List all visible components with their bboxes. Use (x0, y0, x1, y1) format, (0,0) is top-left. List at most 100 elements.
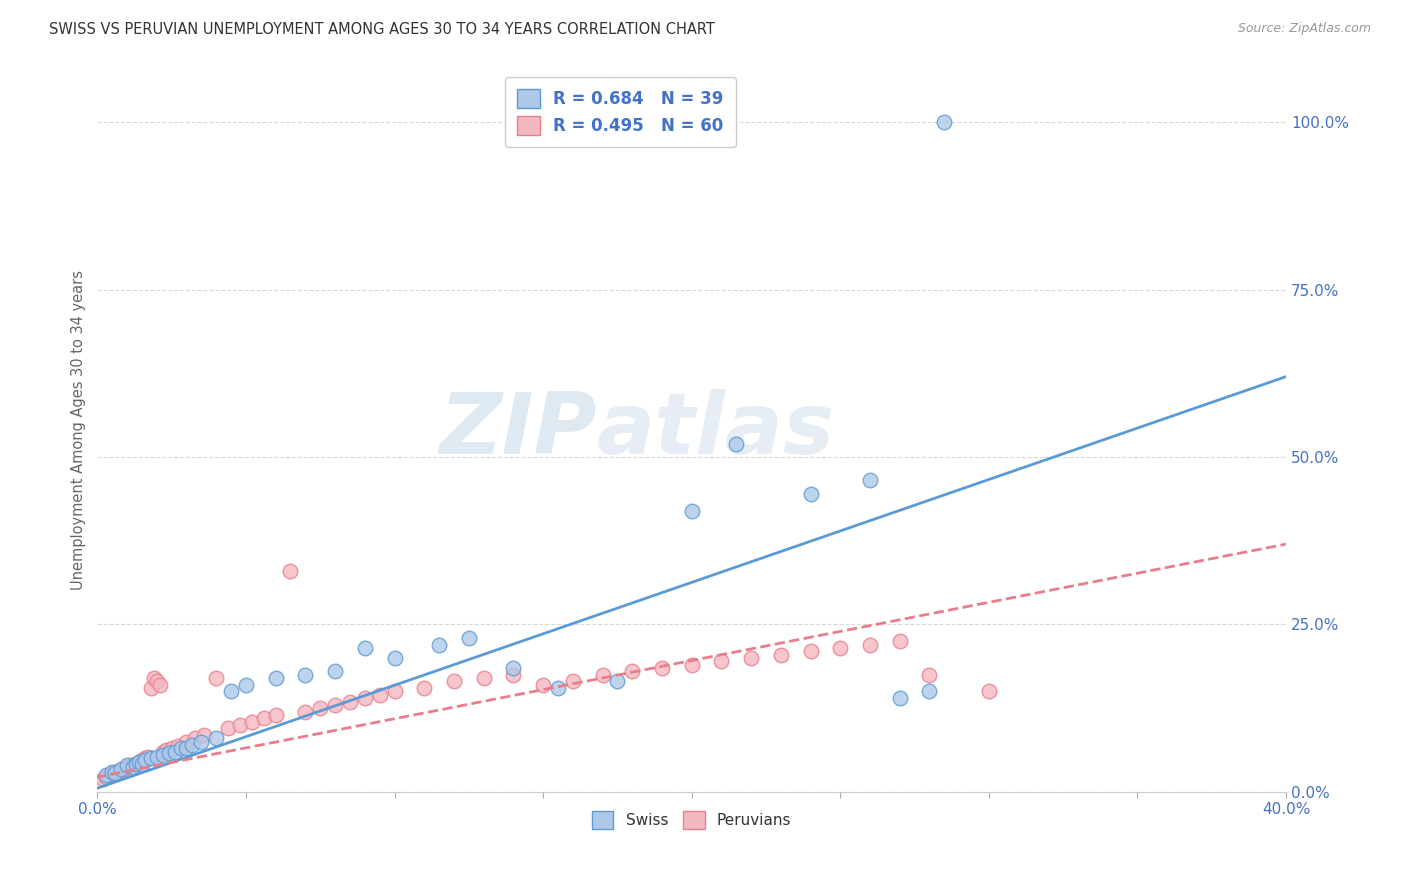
Point (128, 755, 150, 769)
Point (142, 671, 165, 685)
Point (235, 678, 257, 692)
Point (131, 756, 153, 771)
Point (176, 735, 198, 749)
Point (339, 694, 361, 708)
Point (353, 691, 375, 706)
Point (146, 674, 169, 689)
Point (110, 762, 132, 776)
Point (110, 764, 132, 779)
Point (651, 661, 673, 675)
Point (125, 756, 148, 771)
Text: ZIP: ZIP (439, 389, 596, 472)
Text: SWISS VS PERUVIAN UNEMPLOYMENT AMONG AGES 30 TO 34 YEARS CORRELATION CHART: SWISS VS PERUVIAN UNEMPLOYMENT AMONG AGE… (49, 22, 716, 37)
Point (309, 701, 332, 715)
Point (219, 684, 242, 698)
Point (769, 648, 792, 662)
Point (134, 753, 156, 767)
Point (353, 640, 375, 655)
Point (859, 474, 882, 488)
Point (531, 678, 554, 692)
Point (264, 707, 287, 722)
Point (502, 661, 524, 675)
Point (323, 665, 346, 679)
Point (98, 768, 121, 782)
Point (725, 436, 748, 450)
Point (368, 688, 391, 702)
Point (104, 766, 127, 780)
Point (977, 684, 1000, 698)
Point (166, 739, 188, 754)
Legend: Swiss, Peruvians: Swiss, Peruvians (586, 805, 797, 835)
Point (606, 674, 628, 689)
Point (96, 770, 118, 784)
Point (457, 631, 479, 645)
Point (139, 681, 162, 695)
Point (621, 665, 644, 679)
Point (115, 759, 138, 773)
Point (104, 764, 127, 779)
Point (592, 667, 614, 681)
Point (681, 657, 703, 672)
Point (799, 487, 821, 501)
Point (152, 745, 174, 759)
Point (472, 671, 495, 685)
Point (384, 651, 406, 665)
Point (918, 667, 941, 681)
Point (934, 115, 956, 129)
Point (229, 718, 252, 732)
Point (190, 735, 212, 749)
Point (193, 728, 215, 742)
Point (101, 766, 124, 780)
Point (157, 746, 180, 760)
Point (146, 750, 169, 764)
Point (134, 751, 156, 765)
Point (859, 638, 882, 652)
Point (139, 751, 162, 765)
Point (323, 698, 346, 712)
Point (136, 750, 159, 764)
Point (918, 684, 941, 698)
Point (264, 671, 287, 685)
Point (125, 756, 148, 771)
Point (107, 764, 129, 778)
Point (163, 745, 186, 759)
Point (740, 651, 762, 665)
Point (112, 762, 135, 776)
Point (240, 714, 263, 729)
Point (91, 772, 114, 786)
Point (427, 638, 450, 652)
Text: Source: ZipAtlas.com: Source: ZipAtlas.com (1237, 22, 1371, 36)
Point (205, 671, 228, 685)
Point (169, 741, 191, 756)
Point (184, 731, 207, 746)
Point (547, 681, 569, 695)
Point (830, 640, 852, 655)
Point (181, 738, 204, 752)
Point (155, 743, 177, 757)
Point (101, 764, 124, 779)
Point (96, 768, 118, 782)
Point (176, 741, 198, 756)
Point (152, 748, 174, 763)
Point (294, 705, 316, 719)
Point (294, 667, 316, 681)
Y-axis label: Unemployment Among Ages 30 to 34 years: Unemployment Among Ages 30 to 34 years (72, 270, 86, 591)
Point (149, 678, 172, 692)
Point (115, 758, 138, 772)
Point (384, 684, 406, 698)
Point (889, 634, 911, 648)
Point (217, 722, 239, 736)
Text: atlas: atlas (596, 389, 835, 472)
Point (710, 654, 733, 668)
Point (160, 741, 183, 756)
Point (799, 644, 821, 658)
Point (122, 759, 145, 773)
Point (413, 681, 436, 695)
Point (205, 731, 228, 746)
Point (443, 674, 465, 689)
Point (122, 758, 145, 772)
Point (118, 758, 141, 772)
Point (128, 755, 150, 769)
Point (502, 667, 524, 681)
Point (280, 564, 302, 578)
